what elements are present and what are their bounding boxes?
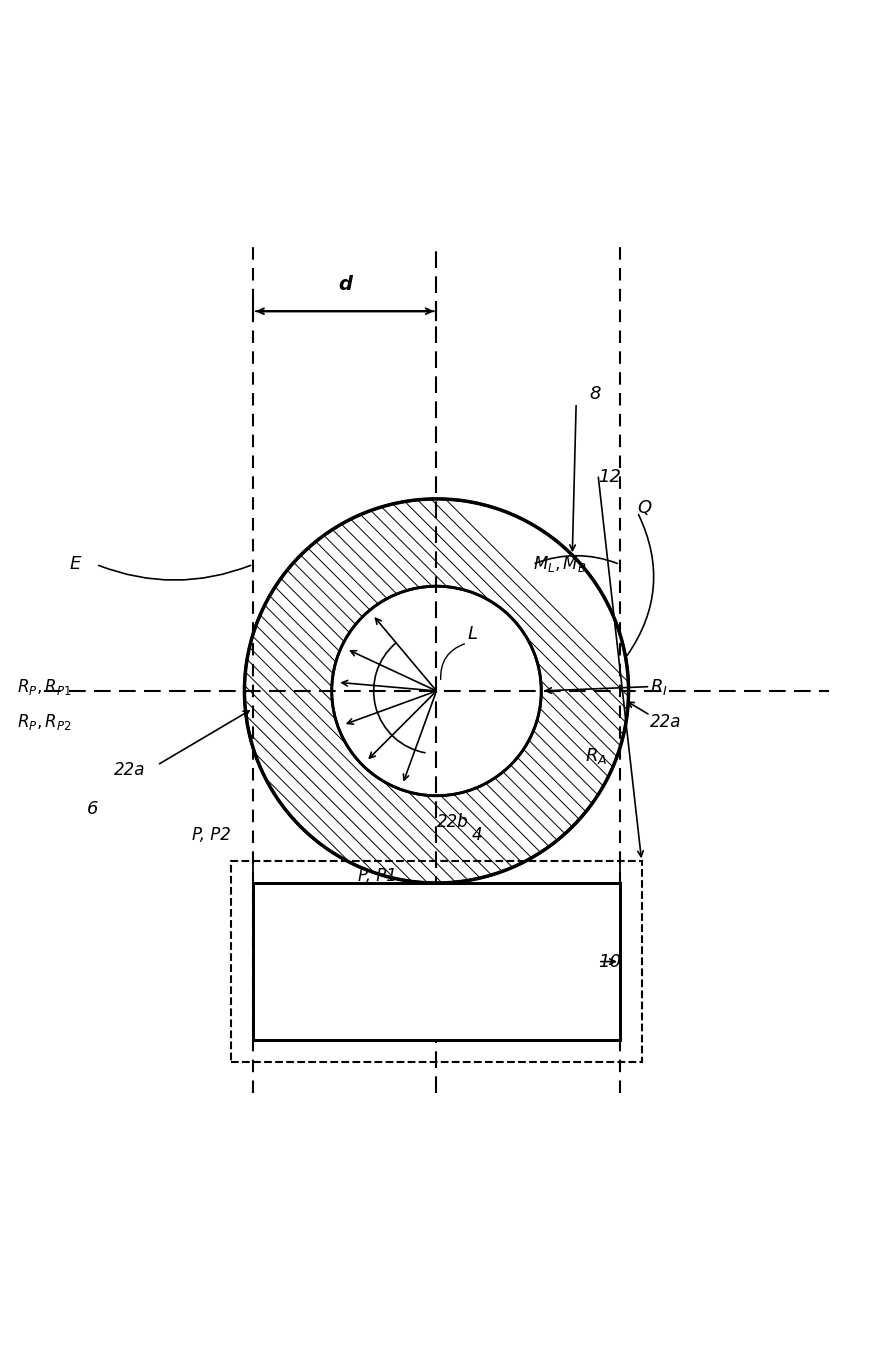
Text: P, P2: P, P2 xyxy=(192,826,231,845)
Text: E: E xyxy=(70,555,81,574)
Text: 12: 12 xyxy=(598,467,621,486)
Text: Q: Q xyxy=(637,498,651,517)
Text: 4: 4 xyxy=(471,826,482,845)
Bar xyxy=(253,884,620,1040)
Text: $R_I$: $R_I$ xyxy=(650,676,669,696)
Text: $R_A$: $R_A$ xyxy=(585,746,608,766)
Text: 22b: 22b xyxy=(436,812,468,831)
Text: L: L xyxy=(467,625,477,644)
Bar xyxy=(253,884,620,1040)
Text: $R_P, R_{P1}$: $R_P, R_{P1}$ xyxy=(17,676,72,696)
Text: 22a: 22a xyxy=(650,713,682,730)
Text: P, P1: P, P1 xyxy=(358,867,397,885)
Text: 10: 10 xyxy=(598,952,621,971)
Text: 6: 6 xyxy=(87,800,99,818)
Text: 8: 8 xyxy=(589,385,601,403)
Text: d: d xyxy=(338,275,352,294)
Text: $M_L, M_B$: $M_L, M_B$ xyxy=(533,555,586,574)
Text: $R_P, R_{P2}$: $R_P, R_{P2}$ xyxy=(17,711,72,731)
Text: 22a: 22a xyxy=(113,761,145,779)
